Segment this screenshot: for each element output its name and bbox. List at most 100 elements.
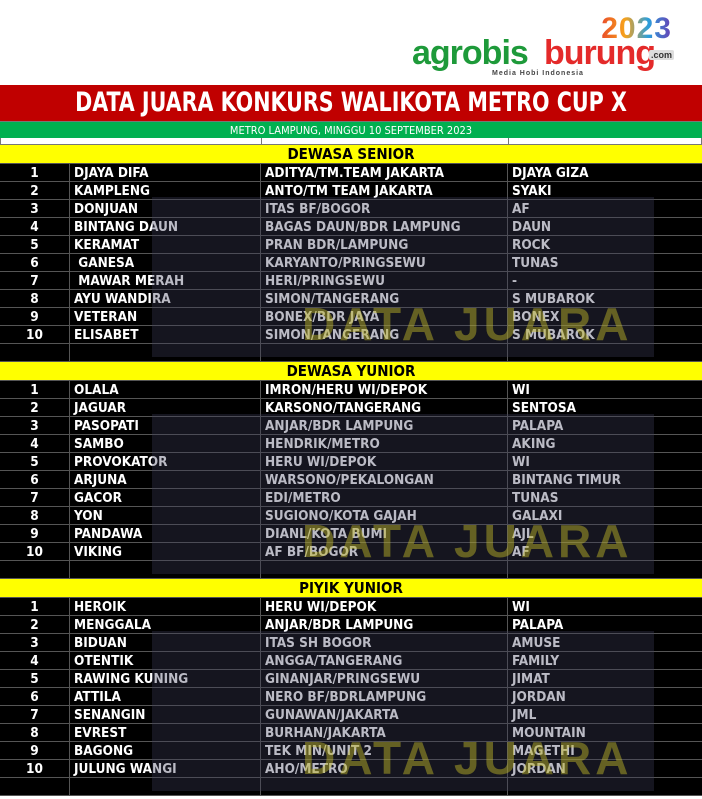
table-row: 2 MENGGALA ANJAR/BDR LAMPUNG PALAPA <box>0 616 702 634</box>
agrobisburung-logo: 2023 agrobis burung .com Media Hobi Indo… <box>412 12 682 82</box>
owner-cell: SIMON/TANGERANG <box>261 326 508 343</box>
team-cell: TUNAS <box>512 255 559 271</box>
rank-cell: 9 <box>0 308 70 325</box>
empty-cell <box>70 778 261 795</box>
team-cell: SENTOSA <box>512 400 576 416</box>
table-row: 9 PANDAWA DIANL/KOTA BUMI AJL <box>0 525 702 543</box>
bird-name-cell: BINTANG DAUN <box>70 218 261 235</box>
rank-cell: 3 <box>0 634 70 651</box>
bird-name-cell: PROVOKATOR <box>70 453 261 470</box>
bird-name-cell: MAWAR MERAH <box>70 272 261 289</box>
team-cell: AF <box>512 544 530 560</box>
owner-cell: ANGGA/TANGERANG <box>261 652 508 669</box>
bird-name-cell: SAMBO <box>70 435 261 452</box>
table-row: 9 VETERAN BONEX/BDR JAYA BONEX <box>0 308 702 326</box>
table-row: 5 PROVOKATOR HERU WI/DEPOK WI <box>0 453 702 471</box>
bird-name-cell: GANESA <box>70 254 261 271</box>
rank-cell: 5 <box>0 236 70 253</box>
rank-cell: 3 <box>0 417 70 434</box>
rank-cell: 8 <box>0 290 70 307</box>
rank-cell: 4 <box>0 652 70 669</box>
bird-name-cell: DONJUAN <box>70 200 261 217</box>
bird-name-cell: MENGGALA <box>70 616 261 633</box>
table-row: 1 HEROIK HERU WI/DEPOK WI <box>0 598 702 616</box>
team-cell: BONEX <box>512 309 560 325</box>
blank-row <box>0 778 702 796</box>
rank-cell: 1 <box>0 164 70 181</box>
team-cell: JIMAT <box>512 671 550 687</box>
rank-cell: 3 <box>0 200 70 217</box>
owner-cell: ANJAR/BDR LAMPUNG <box>261 417 508 434</box>
owner-cell: SIMON/TANGERANG <box>261 290 508 307</box>
section-title: DEWASA SENIOR <box>0 145 702 164</box>
rank-cell: 9 <box>0 742 70 759</box>
rank-cell: 7 <box>0 489 70 506</box>
bird-name-cell: RAWING KUNING <box>70 670 261 687</box>
owner-cell: ITAS BF/BOGOR <box>261 200 508 217</box>
owner-cell: BONEX/BDR JAYA <box>261 308 508 325</box>
table-row: 10 JULUNG WANGI AHO/METRO JORDAN <box>0 760 702 778</box>
empty-cell <box>0 778 70 795</box>
rank-cell: 10 <box>0 760 70 777</box>
owner-cell: EDI/METRO <box>261 489 508 506</box>
section-piyik-yunior: PIYIK YUNIOR 1 HEROIK HERU WI/DEPOK WI 2 MENGG… <box>0 579 702 796</box>
bird-name-cell: KERAMAT <box>70 236 261 253</box>
spacer-row <box>0 138 702 145</box>
empty-cell <box>508 344 702 361</box>
owner-cell: ANJAR/BDR LAMPUNG <box>261 616 508 633</box>
empty-cell <box>508 561 702 578</box>
rank-cell: 10 <box>0 326 70 343</box>
rank-cell: 7 <box>0 706 70 723</box>
owner-cell: ADITYA/TM.TEAM JAKARTA <box>261 164 508 181</box>
team-cell: TUNAS <box>512 490 559 506</box>
team-cell: JML <box>512 707 537 723</box>
rank-cell: 4 <box>0 218 70 235</box>
table-row: 8 AYU WANDIRA SIMON/TANGERANG S MUBAROK <box>0 290 702 308</box>
page-title-text: DATA JUARA KONKURS WALIKOTA METRO CUP X … <box>75 87 627 154</box>
rank-cell: 2 <box>0 182 70 199</box>
owner-cell: AHO/METRO <box>261 760 508 777</box>
team-cell: FAMILY <box>512 653 560 669</box>
owner-cell: SUGIONO/KOTA GAJAH <box>261 507 508 524</box>
bird-name-cell: JAGUAR <box>70 399 261 416</box>
team-cell: JORDAN <box>512 761 566 777</box>
owner-cell: GUNAWAN/JAKARTA <box>261 706 508 723</box>
empty-cell <box>70 344 261 361</box>
section-title: PIYIK YUNIOR <box>0 579 702 598</box>
logo-domain: .com <box>648 50 674 60</box>
team-cell: AKING <box>512 436 556 452</box>
rank-cell: 8 <box>0 724 70 741</box>
owner-cell: KARSONO/TANGERANG <box>261 399 508 416</box>
empty-cell <box>261 778 508 795</box>
table-row: 1 OLALA IMRON/HERU WI/DEPOK WI <box>0 381 702 399</box>
bird-name-cell: PANDAWA <box>70 525 261 542</box>
table-row: 5 RAWING KUNING GINANJAR/PRINGSEWU JIMAT <box>0 670 702 688</box>
page-subtitle: METRO LAMPUNG, MINGGU 10 SEPTEMBER 2023 <box>0 121 702 138</box>
table-row: 2 KAMPLENG ANTO/TM TEAM JAKARTA SYAKI <box>0 182 702 200</box>
rank-cell: 2 <box>0 616 70 633</box>
bird-name-cell: KAMPLENG <box>70 182 261 199</box>
empty-cell <box>70 561 261 578</box>
rank-cell: 2 <box>0 399 70 416</box>
bird-name-cell: SENANGIN <box>70 706 261 723</box>
bird-name-cell: YON <box>70 507 261 524</box>
table-row: 10 ELISABET SIMON/TANGERANG S MUBAROK <box>0 326 702 344</box>
table-row: 8 EVREST BURHAN/JAKARTA MOUNTAIN <box>0 724 702 742</box>
table-row: 2 JAGUAR KARSONO/TANGERANG SENTOSA <box>0 399 702 417</box>
team-cell: WI <box>512 454 530 470</box>
table-row: 4 OTENTIK ANGGA/TANGERANG FAMILY <box>0 652 702 670</box>
results-tables: DEWASA SENIOR 1 DJAYA DIFA ADITYA/TM.TEAM J… <box>0 145 702 796</box>
table-row: 1 DJAYA DIFA ADITYA/TM.TEAM JAKARTA DJAYA G… <box>0 164 702 182</box>
bird-name-cell: AYU WANDIRA <box>70 290 261 307</box>
owner-cell: HERI/PRINGSEWU <box>261 272 508 289</box>
bird-name-cell: ELISABET <box>70 326 261 343</box>
empty-cell <box>0 344 70 361</box>
table-row: 7 GACOR EDI/METRO TUNAS <box>0 489 702 507</box>
rank-cell: 6 <box>0 254 70 271</box>
blank-row <box>0 561 702 579</box>
logo-brand-green: agrobis <box>412 34 529 72</box>
section-title: DEWASA YUNIOR <box>0 362 702 381</box>
team-cell: - <box>512 273 518 289</box>
owner-cell: GINANJAR/PRINGSEWU <box>261 670 508 687</box>
team-cell: GALAXI <box>512 508 563 524</box>
